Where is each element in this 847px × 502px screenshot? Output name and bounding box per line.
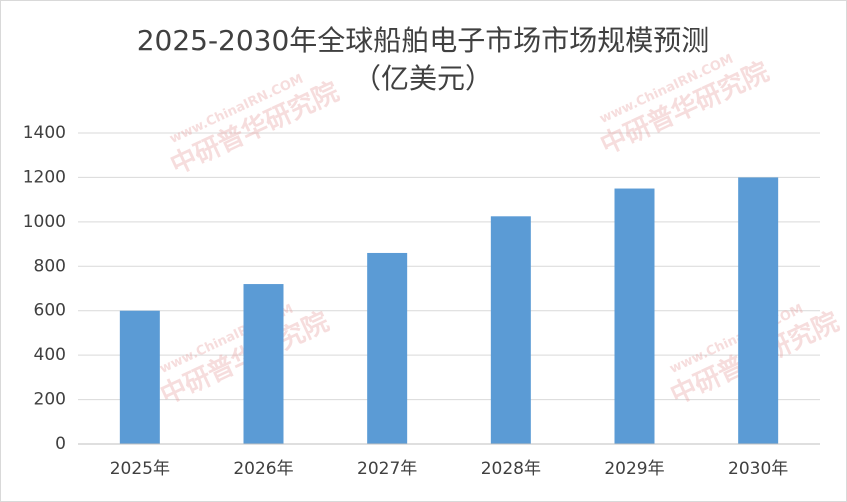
bar — [738, 177, 779, 444]
x-tick-label: 2027年 — [357, 459, 417, 479]
bar — [119, 310, 160, 444]
y-tick-label: 1400 — [23, 123, 66, 143]
x-tick-label: 2028年 — [481, 459, 541, 479]
x-tick-label: 2025年 — [110, 459, 170, 479]
y-tick-label: 1200 — [23, 167, 66, 187]
y-tick-label: 200 — [34, 390, 66, 410]
x-tick-label: 2030年 — [728, 459, 788, 479]
x-tick-label: 2026年 — [233, 459, 293, 479]
y-tick-label: 0 — [55, 434, 66, 454]
x-tick-label: 2029年 — [604, 459, 664, 479]
chart-subtitle: （亿美元） — [353, 62, 493, 95]
chart-title: 2025-2030年全球船舶电子市场市场规模预测 — [137, 24, 710, 57]
bar — [490, 216, 531, 444]
y-tick-label: 1000 — [23, 212, 66, 232]
bar — [367, 252, 408, 444]
y-tick-label: 400 — [34, 345, 66, 365]
bar — [614, 188, 655, 444]
bar — [243, 284, 284, 444]
y-tick-label: 600 — [34, 301, 66, 321]
y-tick-label: 800 — [34, 256, 66, 276]
